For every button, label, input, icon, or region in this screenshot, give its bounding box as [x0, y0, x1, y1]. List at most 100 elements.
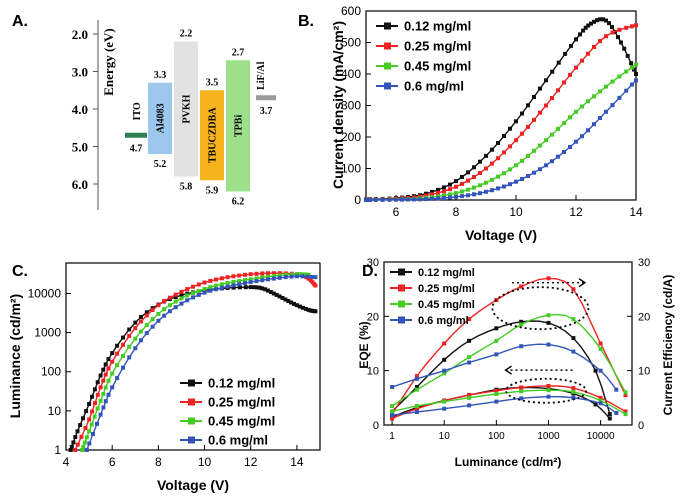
- c-series-0-point: [179, 293, 184, 298]
- b-series-2-point: [538, 143, 542, 148]
- c-series-1-point: [185, 287, 190, 292]
- c-series-0-point: [286, 299, 291, 303]
- c-series-2-point: [110, 371, 115, 376]
- b-x-tick-label: 12: [569, 205, 583, 219]
- c-series-0-point: [115, 343, 120, 348]
- c-series-3-point: [219, 285, 224, 290]
- d-series-7-point: [467, 403, 472, 408]
- b-series-0-point: [598, 17, 602, 22]
- d-x-tick-label: 10000: [587, 431, 615, 442]
- b-series-3-point: [380, 197, 385, 202]
- b-series-2-point: [490, 177, 494, 182]
- b-series-2-point: [448, 192, 452, 197]
- c-series-3-point: [283, 275, 288, 280]
- c-series-3-point: [84, 448, 89, 452]
- c-series-1-point: [127, 334, 132, 338]
- b-series-3-point: [592, 122, 596, 127]
- c-series-1-point: [237, 273, 242, 278]
- layer-pvkh-bottom-value: 5.8: [180, 182, 193, 193]
- b-series-3-point: [634, 78, 638, 83]
- c-y-tick-label: 100: [41, 365, 61, 379]
- c-series-3-point: [313, 275, 318, 280]
- c-x-tick-label: 8: [155, 455, 162, 469]
- c-series-0-point: [289, 300, 294, 305]
- c-series-2-point: [173, 299, 178, 304]
- c-series-2-point: [150, 317, 155, 322]
- b-series-1-point: [586, 51, 590, 56]
- c-series-3-point: [266, 277, 270, 282]
- b-series-3-line: [366, 79, 637, 201]
- legend-entry: 0.45 mg/ml: [404, 59, 471, 74]
- b-series-2-point: [472, 185, 476, 190]
- layer-al4083-bottom-value: 5.2: [154, 159, 167, 170]
- c-series-3-point: [150, 324, 155, 329]
- d-x-tick-label: 1000: [537, 431, 560, 442]
- b-series-1-point: [460, 181, 464, 186]
- d-series-2-point: [519, 284, 524, 289]
- b-series-0-point: [466, 170, 470, 175]
- b-series-3-point: [586, 128, 590, 133]
- c-series-1-point: [260, 271, 265, 276]
- c-series-3-point: [144, 331, 149, 336]
- b-series-3-point: [532, 170, 536, 175]
- d-y-tick-label: 10: [367, 366, 379, 378]
- b-series-0-point: [610, 25, 614, 29]
- legend-marker-0: [188, 379, 195, 387]
- d-series-6-point: [598, 368, 603, 373]
- d-series-2-point: [467, 317, 472, 322]
- c-series-3-point: [101, 405, 106, 410]
- panel-label-d: D.: [362, 263, 378, 280]
- d-ce-arrow-head: [578, 278, 587, 288]
- d-series-7-point: [390, 413, 395, 418]
- d-series-2-point: [571, 287, 576, 292]
- c-series-0-point: [268, 290, 273, 294]
- panel-label-b: B.: [298, 13, 314, 30]
- d-y-tick-label: 20: [367, 311, 379, 323]
- d-series-4-point: [494, 338, 499, 343]
- b-series-1-point: [484, 166, 488, 171]
- b-series-2-point: [454, 191, 458, 196]
- d-series-7-point: [571, 395, 576, 400]
- b-y-tick-label: 400: [341, 67, 361, 81]
- b-series-3-point: [617, 95, 622, 100]
- c-series-1-point: [90, 409, 95, 414]
- c-series-3-point: [103, 399, 108, 404]
- layer-ito-level: [125, 132, 147, 138]
- c-series-3-point: [87, 441, 92, 446]
- legend-entry: 0.25 mg/ml: [404, 39, 471, 54]
- c-series-0-point: [127, 327, 132, 332]
- c-series-2-point: [133, 336, 138, 341]
- c-series-3-point: [208, 288, 213, 293]
- c-series-0-point: [95, 380, 100, 385]
- b-series-2-point: [478, 183, 482, 188]
- d-series-7-point: [442, 406, 447, 411]
- panel-label-c: C.: [12, 263, 28, 280]
- b-series-3-point: [442, 196, 446, 200]
- layer-tbuczdba-name: TBUCZDBA: [208, 107, 219, 163]
- c-series-3-point: [106, 392, 111, 397]
- b-series-0-point: [508, 126, 512, 131]
- c-series-0-point: [78, 423, 83, 428]
- b-series-1-point: [508, 144, 512, 149]
- b-series-0-point: [496, 141, 500, 145]
- c-series-2-point: [284, 272, 289, 277]
- b-series-1-point: [598, 39, 602, 44]
- c-series-0-point: [69, 444, 74, 449]
- c-series-2-point: [139, 329, 143, 334]
- c-series-2-point: [243, 278, 247, 283]
- b-series-0-point: [625, 53, 630, 58]
- d-series-0-point: [467, 338, 472, 343]
- b-series-3-point: [574, 139, 578, 144]
- b-series-3-point: [580, 134, 584, 139]
- b-series-0-point: [544, 78, 548, 83]
- b-series-2-point: [514, 163, 518, 168]
- b-series-3-point: [629, 82, 634, 87]
- b-series-3-point: [624, 88, 629, 93]
- c-series-3-point: [98, 412, 103, 417]
- c-series-1-point: [106, 366, 111, 371]
- c-series-1-point: [121, 342, 125, 347]
- c-series-1-point: [173, 292, 178, 297]
- b-x-axis-title: Voltage (V): [465, 227, 537, 243]
- c-series-2-point: [289, 272, 294, 277]
- legend-marker-0: [384, 22, 391, 30]
